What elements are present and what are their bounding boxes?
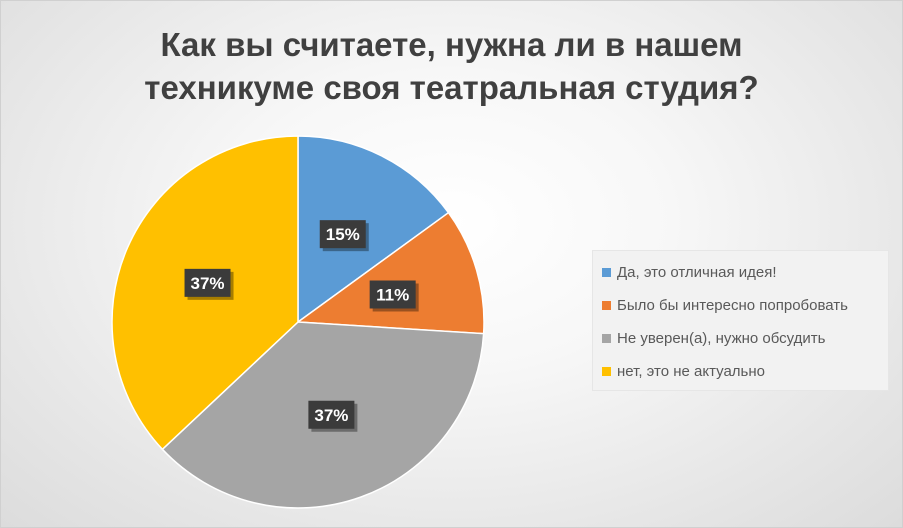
data-label-box: [319, 220, 366, 249]
chart-title-line-2: техникуме своя театральная студия?: [144, 69, 759, 106]
pie-slice-try: [295, 211, 485, 335]
data-label-text: 15%: [326, 225, 360, 244]
legend-item-try: Было бы интересно попробовать: [593, 289, 888, 322]
data-label-text: 37%: [314, 406, 348, 425]
chart-title: Как вы считаете, нужна ли в нашем техник…: [1, 23, 902, 109]
legend-swatch-try: [602, 301, 611, 310]
data-label-box: [308, 400, 355, 429]
chart-legend: Да, это отличная идея! Было бы интересно…: [592, 250, 889, 391]
legend-item-unsure: Не уверен(а), нужно обсудить: [593, 322, 888, 355]
legend-swatch-unsure: [602, 334, 611, 343]
legend-swatch-yes: [602, 268, 611, 277]
data-label-try: 11%: [369, 280, 419, 312]
data-label-box: [184, 268, 231, 297]
data-label-box: [369, 280, 416, 309]
legend-item-no: нет, это не актуально: [593, 355, 888, 388]
data-label-yes: 15%: [319, 220, 369, 252]
legend-label-yes: Да, это отличная идея!: [617, 264, 777, 281]
legend-swatch-no: [602, 367, 611, 376]
data-label-no: 37%: [184, 268, 234, 300]
chart-title-line-1: Как вы считаете, нужна ли в нашем: [160, 26, 743, 63]
legend-label-no: нет, это не актуально: [617, 363, 765, 380]
data-label-text: 37%: [191, 274, 225, 293]
legend-label-unsure: Не уверен(а), нужно обсудить: [617, 330, 826, 347]
data-label-unsure: 37%: [308, 400, 358, 432]
data-label-text: 11%: [376, 285, 409, 304]
legend-item-yes: Да, это отличная идея!: [593, 256, 888, 289]
pie-slice-yes: [297, 135, 450, 324]
legend-label-try: Было бы интересно попробовать: [617, 297, 848, 314]
